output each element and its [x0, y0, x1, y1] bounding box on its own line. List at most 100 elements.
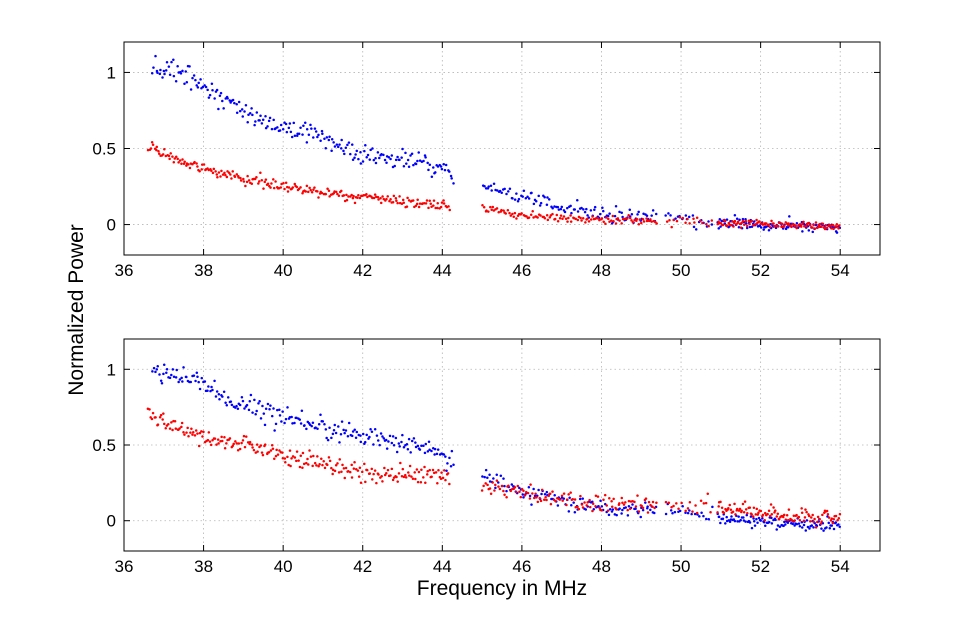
data-point [270, 414, 274, 418]
data-point [799, 225, 803, 228]
data-point [264, 126, 268, 130]
data-point [795, 222, 799, 225]
data-point [426, 469, 429, 473]
data-point [776, 224, 780, 228]
data-point [402, 475, 406, 479]
data-point [737, 225, 741, 229]
data-point [416, 198, 419, 202]
data-point [585, 504, 588, 507]
data-point [391, 478, 395, 482]
data-point [307, 463, 310, 466]
data-point [414, 477, 417, 481]
data-point [358, 466, 362, 469]
data-point [450, 177, 453, 180]
data-point [316, 427, 319, 430]
data-point [157, 152, 161, 155]
data-point [584, 508, 588, 511]
data-point [740, 509, 743, 513]
data-point [338, 143, 341, 146]
data-point [182, 366, 185, 369]
data-point [692, 225, 696, 229]
data-point [338, 458, 341, 461]
data-point [229, 173, 232, 176]
data-point [406, 158, 410, 162]
data-point [759, 226, 763, 229]
data-point [748, 521, 752, 524]
data-point [334, 464, 338, 467]
data-point [154, 54, 157, 58]
data-point [300, 409, 304, 412]
data-point [744, 222, 748, 225]
data-point [744, 520, 747, 523]
data-point [436, 448, 440, 451]
data-point [390, 441, 394, 445]
data-point [748, 506, 752, 509]
y-tick-label: 1 [107, 360, 116, 379]
data-point [784, 523, 787, 526]
data-point [315, 464, 318, 467]
data-point [593, 208, 596, 211]
data-point [390, 154, 394, 157]
data-point [620, 211, 623, 214]
data-point [569, 491, 572, 494]
data-point [445, 469, 448, 472]
data-point [569, 204, 572, 208]
data-point [636, 494, 639, 497]
data-point [371, 147, 374, 150]
data-point [591, 509, 594, 513]
data-point [197, 81, 200, 85]
data-point [168, 427, 172, 430]
data-point [546, 196, 549, 199]
data-point [567, 216, 570, 220]
data-point [582, 208, 585, 211]
data-point [342, 467, 346, 470]
data-point [795, 226, 798, 230]
data-point [606, 509, 610, 512]
data-point [366, 195, 369, 199]
data-point [534, 199, 538, 203]
data-point [755, 517, 758, 521]
data-point [246, 441, 250, 444]
data-point [525, 215, 528, 218]
data-point [417, 205, 421, 209]
data-point [782, 513, 786, 517]
data-point [686, 511, 690, 515]
data-point [832, 518, 836, 521]
data-point [805, 519, 809, 522]
data-point [596, 495, 600, 498]
data-point [818, 222, 822, 226]
data-point [753, 220, 756, 223]
data-point [588, 498, 591, 502]
data-point [170, 60, 173, 64]
data-point [711, 505, 714, 509]
data-point [280, 420, 283, 423]
data-point [798, 525, 802, 528]
data-point [410, 152, 414, 155]
data-point [669, 509, 673, 512]
data-point [377, 473, 380, 476]
data-point [547, 494, 551, 498]
data-point [226, 97, 229, 100]
data-point [222, 107, 225, 110]
data-point [821, 222, 825, 226]
data-point [591, 500, 594, 504]
data-point [728, 503, 731, 507]
data-point [435, 452, 439, 456]
data-point [543, 196, 546, 199]
data-point [425, 473, 429, 476]
data-point [792, 514, 796, 518]
data-point [406, 196, 409, 200]
data-point [258, 119, 261, 122]
data-point [735, 507, 739, 511]
data-point [418, 448, 422, 451]
data-point [366, 153, 370, 157]
data-point [172, 375, 176, 378]
data-point [240, 441, 243, 445]
data-point [509, 489, 513, 493]
data-point [310, 190, 314, 194]
data-point [556, 219, 560, 223]
data-point [271, 447, 275, 450]
data-point [183, 82, 186, 85]
data-point [758, 224, 762, 228]
data-point [558, 217, 562, 220]
